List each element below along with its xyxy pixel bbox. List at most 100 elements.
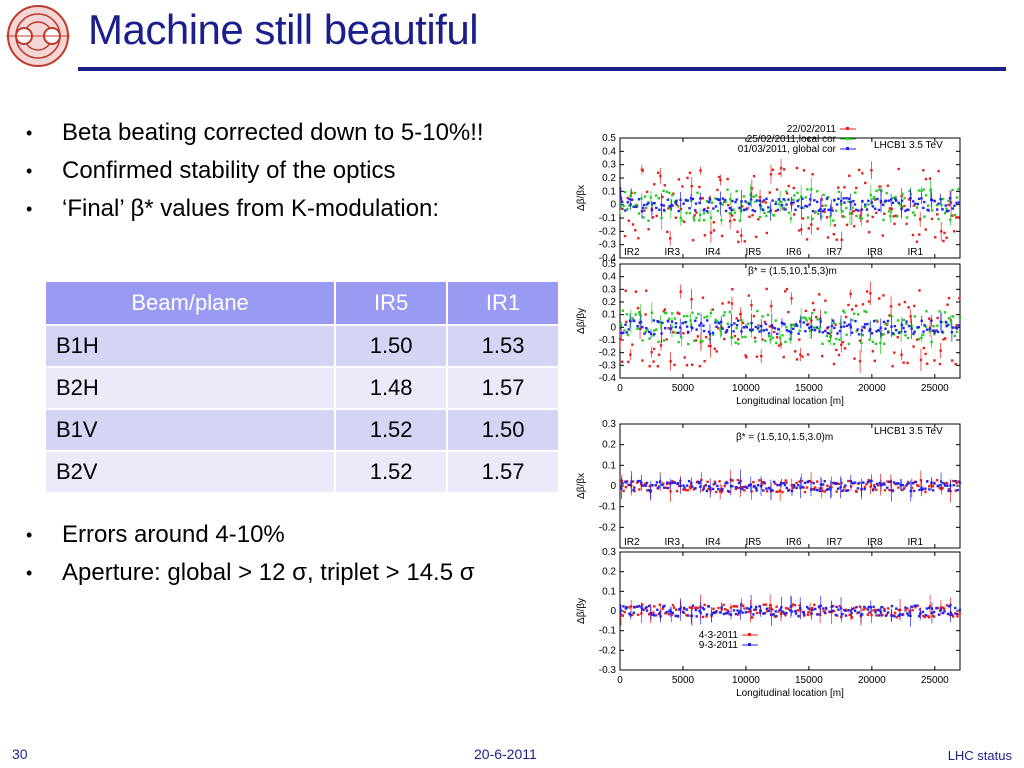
header-ir5: IR5 — [334, 280, 449, 326]
data-point — [863, 485, 867, 489]
data-point — [951, 326, 955, 329]
data-point — [847, 303, 850, 307]
data-point — [641, 206, 645, 210]
data-point — [733, 322, 736, 325]
data-point — [856, 328, 859, 331]
plot-annotation: β* = (1.5,10,1.5,3.0)m — [736, 432, 833, 443]
data-point — [641, 339, 644, 342]
data-point — [766, 313, 770, 317]
data-point — [851, 607, 854, 611]
data-point — [957, 187, 960, 191]
data-point — [749, 193, 752, 196]
data-point — [701, 488, 705, 492]
data-point — [755, 355, 759, 358]
data-point — [811, 487, 815, 491]
data-point — [930, 481, 933, 484]
data-point — [772, 613, 775, 616]
data-point — [752, 314, 756, 318]
data-point — [852, 199, 855, 203]
data-point — [691, 239, 695, 242]
data-point — [626, 333, 630, 337]
data-point — [832, 481, 835, 485]
data-point — [871, 340, 875, 344]
data-point — [691, 485, 694, 488]
ir-label: IR3 — [665, 537, 681, 548]
data-point — [790, 489, 794, 493]
data-point — [652, 611, 655, 614]
data-point — [788, 337, 792, 341]
data-point — [764, 201, 768, 204]
data-point — [904, 209, 907, 213]
y-tick-label: 0.3 — [602, 160, 616, 171]
data-point — [767, 210, 770, 214]
data-point — [649, 332, 653, 335]
title-divider — [78, 67, 1006, 71]
data-point — [747, 484, 751, 487]
data-point — [821, 483, 825, 486]
data-point — [864, 203, 867, 206]
data-point — [928, 330, 931, 333]
data-point — [856, 313, 860, 316]
data-point — [745, 326, 748, 329]
data-point — [854, 191, 857, 194]
data-point — [947, 605, 951, 608]
data-point — [866, 608, 870, 611]
data-point — [776, 208, 780, 212]
plot-annotation: LHCB1 3.5 TeV — [874, 140, 943, 151]
data-point — [655, 614, 658, 617]
data-point — [683, 356, 686, 359]
data-point — [629, 605, 633, 608]
data-point — [730, 323, 733, 327]
data-point — [726, 322, 729, 325]
data-point — [952, 484, 955, 487]
data-point — [830, 485, 833, 489]
data-point — [732, 208, 735, 211]
data-point — [821, 489, 824, 493]
data-point — [679, 479, 682, 483]
data-point — [777, 198, 781, 201]
data-point — [692, 216, 695, 219]
data-point — [763, 481, 766, 484]
data-point — [745, 208, 748, 211]
data-point — [872, 196, 876, 199]
data-point — [685, 325, 689, 328]
data-point — [671, 193, 674, 197]
data-point — [870, 201, 874, 204]
data-point — [755, 611, 759, 615]
data-point — [930, 319, 933, 322]
data-point — [848, 609, 851, 612]
data-point — [709, 311, 713, 315]
data-point — [757, 218, 760, 221]
data-point — [628, 319, 632, 322]
data-point — [920, 189, 923, 193]
data-point — [709, 216, 713, 219]
data-point — [900, 353, 903, 357]
data-point — [764, 322, 768, 326]
data-point — [697, 481, 701, 485]
data-point — [733, 334, 737, 338]
data-point — [663, 327, 667, 330]
data-point — [818, 613, 822, 617]
data-point — [947, 317, 951, 320]
data-point — [924, 613, 928, 617]
data-point — [748, 201, 751, 204]
data-point — [663, 184, 667, 187]
data-point — [909, 614, 912, 618]
data-point — [894, 195, 897, 199]
data-point — [933, 332, 936, 336]
data-point — [956, 488, 959, 492]
data-point — [805, 605, 809, 609]
data-point — [620, 360, 624, 363]
data-point — [883, 489, 887, 492]
data-point — [629, 194, 632, 197]
data-point — [874, 611, 877, 614]
data-point — [669, 360, 672, 363]
data-point — [847, 342, 851, 346]
data-point — [795, 481, 798, 485]
data-point — [778, 489, 782, 492]
data-point — [781, 610, 784, 613]
data-point — [953, 213, 957, 217]
data-point — [881, 234, 884, 237]
data-point — [880, 333, 883, 336]
data-point — [767, 335, 771, 338]
